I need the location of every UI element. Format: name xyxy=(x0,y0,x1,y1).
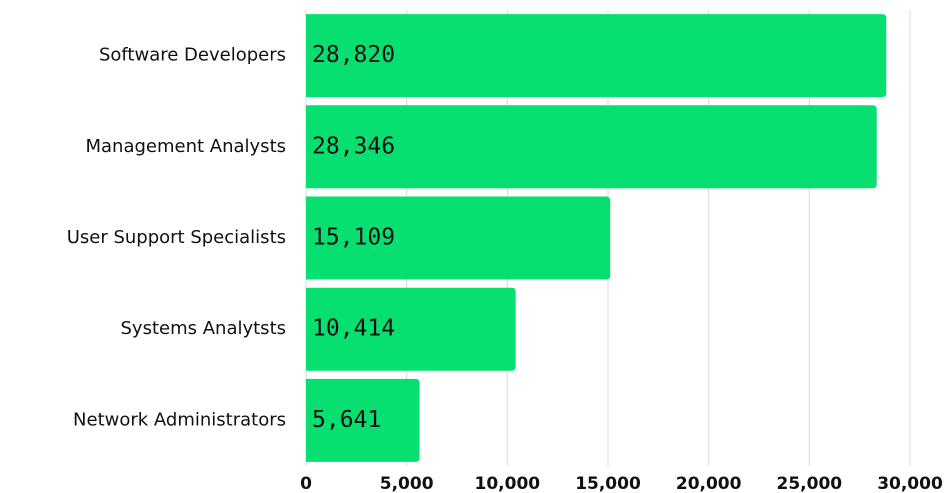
value-label: 10,414 xyxy=(312,316,395,342)
category-label: Systems Analytsts xyxy=(121,318,287,339)
category-label: Network Administrators xyxy=(73,409,286,430)
x-tick-label: 20,000 xyxy=(676,474,742,493)
category-label: User Support Specialists xyxy=(67,227,286,248)
x-tick-label: 10,000 xyxy=(475,474,541,493)
value-label: 5,641 xyxy=(312,407,381,433)
bar xyxy=(306,14,887,98)
x-tick-label: 15,000 xyxy=(575,474,641,493)
value-label: 28,820 xyxy=(312,42,395,68)
x-tick-label: 5,000 xyxy=(380,474,434,493)
category-label: Management Analysts xyxy=(85,136,286,157)
bar xyxy=(306,287,516,371)
value-label: 28,346 xyxy=(312,133,395,159)
bar xyxy=(306,378,420,462)
x-tick-label: 30,000 xyxy=(877,474,943,493)
x-tick-label: 25,000 xyxy=(777,474,843,493)
category-label: Software Developers xyxy=(99,45,286,66)
x-tick-label: 0 xyxy=(300,474,312,493)
bar xyxy=(306,105,877,189)
value-label: 15,109 xyxy=(312,225,395,251)
bar xyxy=(306,196,611,280)
